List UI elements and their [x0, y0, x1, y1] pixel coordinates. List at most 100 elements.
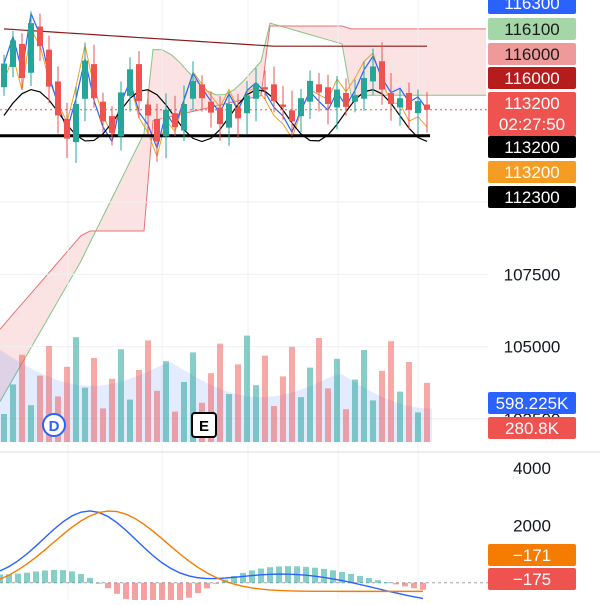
macd-histogram-bar: [69, 571, 75, 583]
tenkan-sen: [3, 11, 428, 151]
macd-histogram-bar: [420, 582, 426, 590]
macd-histogram-bar: [96, 582, 102, 584]
macd-badge: [488, 568, 576, 590]
candle-body: [46, 49, 52, 87]
kijun-sen: [3, 28, 427, 47]
volume-bar: [343, 409, 349, 442]
candle-body: [334, 89, 340, 108]
volume-bar: [424, 382, 430, 442]
candle-body: [172, 113, 178, 128]
price-badge-label: 116300: [504, 0, 559, 13]
volume-bar: [226, 394, 232, 442]
candle-body: [100, 101, 106, 122]
price-badge: [488, 136, 576, 158]
macd-histogram-bar: [87, 577, 93, 583]
macd-histogram-bar: [78, 574, 84, 583]
price-badge-label: 116100: [504, 20, 559, 39]
candle-body: [424, 104, 430, 110]
volume-bar: [271, 406, 277, 442]
volume-badge: [488, 417, 576, 439]
price-badge-label: 113200: [504, 94, 559, 113]
candle-body: [82, 60, 88, 99]
volume-bar: [181, 382, 187, 442]
candle-body: [262, 87, 268, 90]
candle-body: [163, 109, 169, 137]
candle-body: [307, 80, 313, 102]
macd-histogram-bar: [411, 582, 417, 589]
macd-histogram-bar: [123, 582, 129, 600]
macd-histogram-bar: [24, 572, 30, 583]
macd-histogram-bar: [114, 582, 120, 594]
event-marker-e: [191, 412, 217, 438]
macd-histogram-bar: [339, 572, 345, 583]
macd-histogram-bar: [402, 582, 408, 587]
volume-bar: [298, 397, 304, 442]
candle-body: [19, 43, 25, 78]
macd-histogram-bar: [51, 569, 57, 583]
macd-histogram-bar: [42, 570, 48, 583]
candles: [1, 11, 430, 164]
candle-body: [190, 80, 196, 99]
volume-badge-label: 280.8K: [505, 419, 560, 438]
macd-histogram-bar: [150, 582, 156, 605]
candle-body: [91, 64, 97, 99]
volume-bars: [1, 335, 430, 442]
price-badge: [488, 18, 576, 40]
volume-bar: [28, 405, 34, 442]
macd-histogram-bar: [141, 582, 147, 605]
candle-body: [253, 83, 259, 99]
candle-body: [379, 61, 385, 90]
candle-body: [289, 110, 295, 122]
event-marker-d: [42, 413, 66, 437]
macd-histogram-bar: [177, 582, 183, 602]
volume-bar: [280, 376, 286, 442]
candle-body: [118, 92, 124, 137]
macd-histogram-bar: [348, 573, 354, 583]
macd-histogram-bar: [105, 582, 111, 589]
price-badges: 116300 116100 116000 116000 113200 02:27:50 11…: [488, 0, 576, 590]
volume-bar: [1, 414, 7, 442]
price-badge-countdown: 02:27:50: [499, 115, 565, 134]
macd-badge-label: −175: [513, 570, 551, 589]
macd-histogram-bar: [258, 568, 264, 583]
volume-bar: [100, 408, 106, 442]
price-badge: [488, 186, 576, 208]
candle-body: [181, 103, 187, 131]
price-badge-label: 112300: [504, 188, 559, 207]
price-badge: [488, 43, 576, 65]
volume-bar: [262, 355, 268, 442]
volume-bar: [253, 385, 259, 442]
cloud-area: [0, 23, 486, 402]
macd-histogram-bar: [204, 582, 210, 589]
candle-body: [1, 63, 7, 88]
macd-histogram-bar: [195, 582, 201, 594]
candle-body: [343, 92, 349, 107]
price-badge-label: 113200: [504, 163, 559, 182]
volume-bar: [37, 375, 43, 442]
macd-histogram-bar: [249, 570, 255, 583]
candle-body: [10, 40, 16, 68]
macd-histogram-bar: [159, 582, 165, 605]
candle-body: [352, 95, 358, 102]
volume-bar: [145, 340, 151, 442]
candle-body: [136, 64, 142, 102]
volume-bar: [64, 366, 70, 442]
event-marker-d-label: D: [49, 418, 60, 435]
volume-bar: [163, 361, 169, 442]
candle-body: [316, 84, 322, 93]
volume-bar: [73, 337, 79, 442]
macd-histogram-bar: [384, 582, 390, 584]
volume-bar: [91, 358, 97, 442]
candle-body: [226, 103, 232, 128]
volume-bar: [289, 346, 295, 442]
price-badge: [488, 67, 576, 89]
price-axis: 11000010750010500010250040002000: [504, 193, 561, 535]
volume-bar: [379, 370, 385, 442]
candle-body: [55, 81, 61, 116]
volume-badge: [488, 392, 576, 414]
volume-bar: [370, 400, 376, 442]
macd-histogram-bar: [312, 567, 318, 583]
